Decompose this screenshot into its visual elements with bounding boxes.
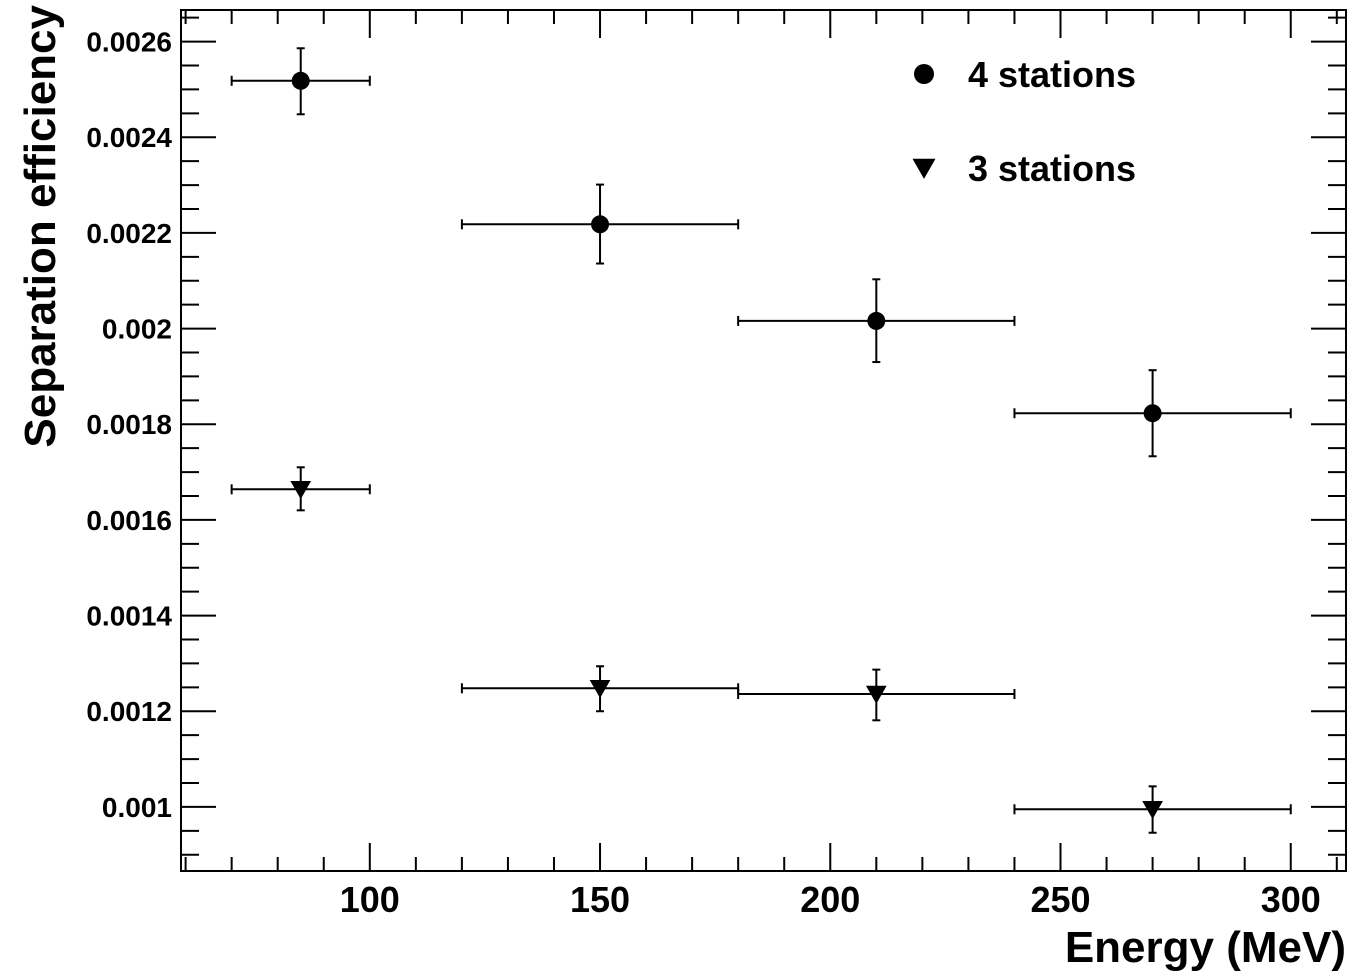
- x-tick-label: 300: [1261, 879, 1321, 920]
- legend: 4 stations 3 stations: [912, 54, 1136, 189]
- x-tick-label: 250: [1030, 879, 1090, 920]
- data-point: [230, 466, 371, 512]
- x-axis-title: Energy (MeV): [1065, 923, 1346, 972]
- legend-label: 4 stations: [968, 54, 1136, 95]
- circle-marker: [867, 311, 886, 330]
- legend-circle-marker: [914, 64, 934, 84]
- triangle-marker: [290, 481, 312, 500]
- y-tick-label: 0.0026: [86, 27, 172, 58]
- y-tick-label: 0.0014: [86, 601, 172, 632]
- data-point: [1013, 785, 1292, 834]
- circle-marker: [1143, 404, 1162, 423]
- y-axis-title: Separation efficiency: [16, 4, 65, 447]
- y-tick-label: 0.0018: [86, 409, 172, 440]
- x-tick-label: 100: [340, 879, 400, 920]
- triangle-marker: [865, 685, 887, 704]
- y-tick-label: 0.0024: [86, 122, 172, 153]
- axis-ticks: [181, 10, 1346, 871]
- legend-triangle-marker: [912, 158, 936, 179]
- legend-item: 3 stations: [912, 148, 1136, 189]
- y-tick-label: 0.0016: [86, 505, 172, 536]
- data-point: [460, 665, 740, 713]
- legend-label: 3 stations: [968, 148, 1136, 189]
- circle-marker: [291, 71, 310, 90]
- y-tick-label: 0.0012: [86, 696, 172, 727]
- data-point: [737, 278, 1016, 364]
- y-tick-label: 0.001: [102, 792, 172, 823]
- data-point: [737, 668, 1016, 722]
- x-tick-label: 150: [570, 879, 630, 920]
- y-tick-label: 0.0022: [86, 218, 172, 249]
- plot-frame: [180, 9, 1347, 872]
- x-tick-label: 200: [800, 879, 860, 920]
- triangle-marker: [589, 679, 611, 699]
- y-tick-label: 0.002: [102, 314, 172, 345]
- triangle-marker: [1142, 801, 1163, 820]
- circle-marker: [591, 215, 610, 234]
- x-tick-labels: 100 150 200 250 300: [340, 879, 1321, 920]
- data-point: [1013, 369, 1292, 458]
- data-points: [230, 47, 1292, 834]
- legend-item: 4 stations: [914, 54, 1136, 95]
- y-tick-labels: 0.001 0.0012 0.0014 0.0016 0.0018 0.002 0.0022…: [86, 27, 172, 823]
- data-point: [230, 47, 371, 116]
- data-point: [460, 183, 740, 265]
